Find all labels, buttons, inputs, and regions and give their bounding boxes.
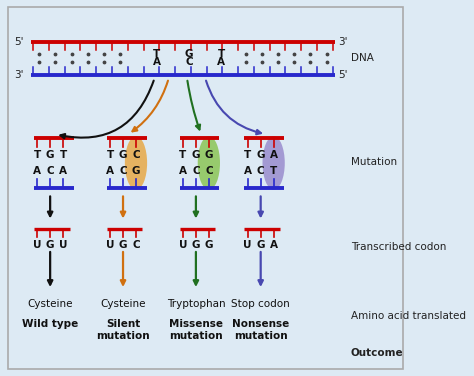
Text: A: A bbox=[106, 166, 114, 176]
Text: G: G bbox=[46, 150, 55, 160]
Text: U: U bbox=[244, 240, 252, 250]
Text: T: T bbox=[59, 150, 67, 160]
Text: Stop codon: Stop codon bbox=[231, 299, 290, 309]
Text: Nonsense: Nonsense bbox=[232, 319, 289, 329]
Ellipse shape bbox=[125, 136, 147, 190]
Text: A: A bbox=[218, 58, 226, 67]
Text: G: G bbox=[256, 150, 265, 160]
Text: G: G bbox=[185, 49, 193, 59]
Text: C: C bbox=[192, 166, 200, 176]
Text: G: G bbox=[191, 150, 200, 160]
Text: C: C bbox=[119, 166, 127, 176]
Text: U: U bbox=[59, 240, 67, 250]
Text: C: C bbox=[46, 166, 54, 176]
Text: G: G bbox=[132, 166, 140, 176]
Text: Transcribed codon: Transcribed codon bbox=[351, 242, 447, 252]
Text: mutation: mutation bbox=[234, 331, 288, 341]
Text: U: U bbox=[179, 240, 187, 250]
Text: T: T bbox=[244, 150, 251, 160]
Text: Missense: Missense bbox=[169, 319, 223, 329]
Text: A: A bbox=[33, 166, 41, 176]
Text: mutation: mutation bbox=[169, 331, 223, 341]
Text: Tryptophan: Tryptophan bbox=[166, 299, 225, 309]
Ellipse shape bbox=[263, 136, 285, 190]
Text: G: G bbox=[46, 240, 55, 250]
Text: G: G bbox=[205, 150, 213, 160]
Text: G: G bbox=[256, 240, 265, 250]
Text: DNA: DNA bbox=[351, 53, 374, 63]
Text: Cysteine: Cysteine bbox=[100, 299, 146, 309]
Text: C: C bbox=[257, 166, 264, 176]
Text: C: C bbox=[205, 166, 213, 176]
Text: Amino acid translated: Amino acid translated bbox=[351, 311, 466, 321]
Text: U: U bbox=[106, 240, 114, 250]
Text: 3': 3' bbox=[338, 37, 347, 47]
Text: T: T bbox=[179, 150, 187, 160]
Text: A: A bbox=[270, 150, 278, 160]
Text: T: T bbox=[107, 150, 114, 160]
Text: Outcome: Outcome bbox=[351, 348, 403, 358]
Text: C: C bbox=[185, 58, 193, 67]
Text: mutation: mutation bbox=[96, 331, 150, 341]
Ellipse shape bbox=[198, 136, 220, 190]
Text: G: G bbox=[205, 240, 213, 250]
Text: G: G bbox=[191, 240, 200, 250]
Text: C: C bbox=[132, 150, 140, 160]
Text: U: U bbox=[33, 240, 41, 250]
Text: 3': 3' bbox=[14, 70, 24, 80]
Text: A: A bbox=[153, 58, 161, 67]
Text: A: A bbox=[59, 166, 67, 176]
FancyBboxPatch shape bbox=[8, 7, 403, 369]
Text: A: A bbox=[179, 166, 187, 176]
Text: Wild type: Wild type bbox=[22, 319, 78, 329]
Text: A: A bbox=[244, 166, 252, 176]
Text: Cysteine: Cysteine bbox=[27, 299, 73, 309]
Text: T: T bbox=[34, 150, 41, 160]
Text: 5': 5' bbox=[338, 70, 347, 80]
Text: A: A bbox=[270, 240, 278, 250]
Text: Mutation: Mutation bbox=[351, 157, 397, 167]
Text: 5': 5' bbox=[14, 37, 24, 47]
Text: T: T bbox=[153, 49, 160, 59]
Text: G: G bbox=[119, 150, 128, 160]
Text: T: T bbox=[218, 49, 225, 59]
Text: C: C bbox=[132, 240, 140, 250]
Text: Silent: Silent bbox=[106, 319, 140, 329]
Text: T: T bbox=[270, 166, 277, 176]
Text: G: G bbox=[119, 240, 128, 250]
